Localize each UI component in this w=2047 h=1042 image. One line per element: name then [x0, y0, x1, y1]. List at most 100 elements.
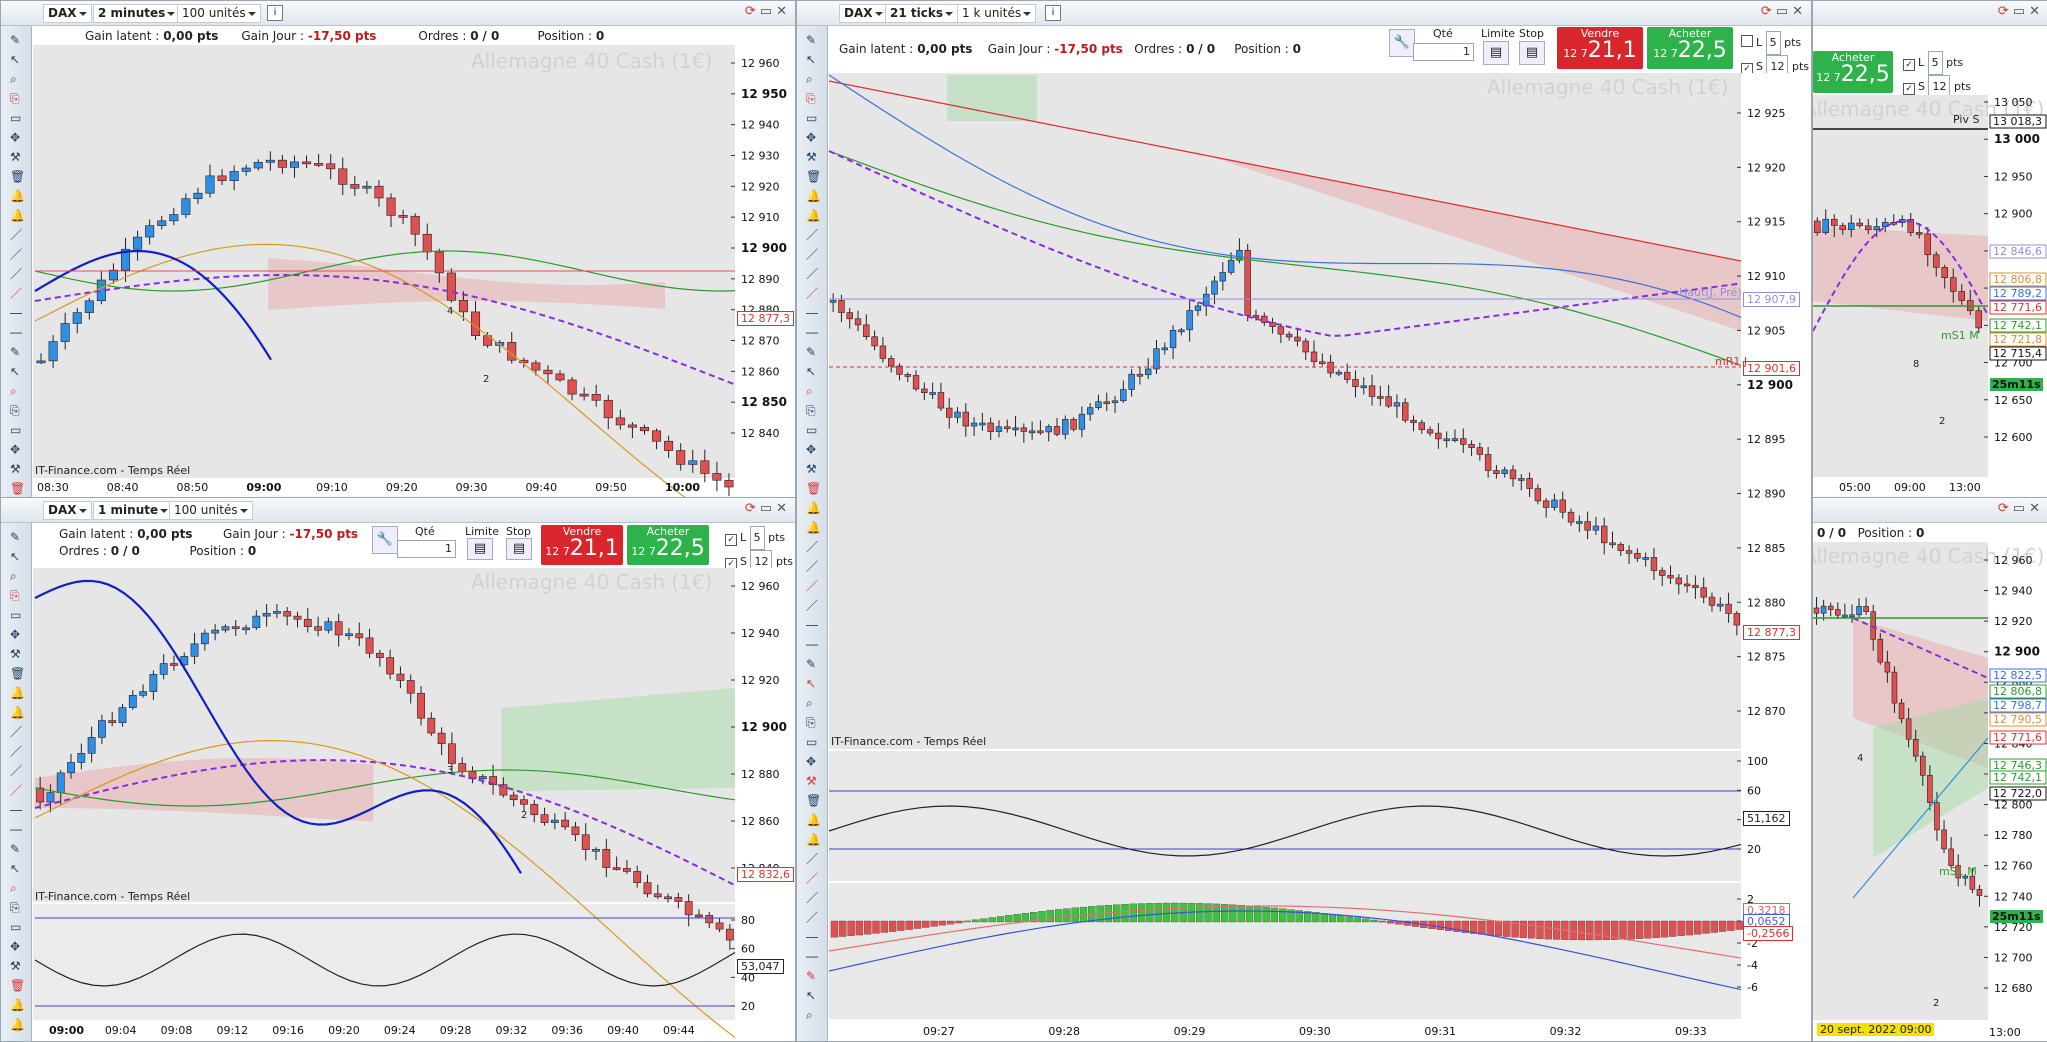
tool-icon: ／ — [806, 267, 818, 281]
tool-icon: ／ — [806, 579, 818, 593]
haut-level-label: Haut(J, Pré) — [1679, 286, 1742, 299]
price-chart-area[interactable] — [829, 73, 1741, 749]
macd-histogram-bar — [1577, 920, 1586, 941]
close-icon[interactable]: ✕ — [776, 501, 791, 516]
window-controls[interactable]: ⟳▭✕ — [745, 501, 791, 516]
units-dropdown[interactable]: 100 unités — [169, 501, 253, 520]
candle — [1813, 607, 1820, 614]
s-checkbox[interactable]: ✓ — [725, 558, 737, 570]
tool-icon: 🔔 — [806, 209, 821, 223]
macd-histogram-bar — [1635, 920, 1644, 939]
level-tag: 12 742,1 — [1993, 319, 2042, 332]
l-checkbox[interactable]: ✓ — [725, 534, 737, 546]
window-controls[interactable]: ⟳▭✕ — [1998, 4, 2044, 19]
refresh-icon[interactable]: ⟳ — [1997, 501, 2013, 516]
oscillator-area[interactable] — [33, 904, 735, 1020]
minimize-icon[interactable]: ▭ — [759, 501, 777, 516]
candle — [1551, 499, 1558, 508]
stop-order-icon[interactable]: ▤ — [1519, 41, 1545, 65]
symbol-dropdown[interactable]: DAX — [839, 4, 888, 23]
price-axis[interactable] — [735, 568, 793, 902]
gain-jour-label: Gain Jour : — [222, 527, 286, 541]
minimize-icon[interactable]: ▭ — [759, 4, 777, 19]
minimize-icon[interactable]: ▭ — [2012, 4, 2030, 19]
tool-icon: 🗑 — [10, 667, 25, 681]
level-tag-box — [1989, 300, 2047, 315]
close-icon[interactable]: ✕ — [2029, 501, 2044, 516]
symbol-dropdown[interactable]: DAX — [43, 4, 92, 23]
sell-button[interactable]: Vendre 12 721,1 — [541, 525, 623, 565]
macd-histogram-bar — [1113, 904, 1121, 923]
price-axis[interactable] — [735, 45, 793, 478]
tool-icon: ― — [806, 306, 818, 320]
tool-icon: ✥ — [10, 131, 20, 145]
macd-histogram-bar — [1245, 905, 1254, 923]
buy-label: Acheter — [1668, 27, 1712, 40]
l-checkbox[interactable]: ✓ — [1903, 59, 1915, 71]
period-dropdown[interactable]: 1 minute — [93, 501, 174, 520]
macd-histogram-bar — [1337, 915, 1345, 923]
close-icon[interactable]: ✕ — [1792, 4, 1807, 19]
time-axis-label: 09:36 — [551, 1024, 583, 1037]
price-axis-label: 12 960 — [741, 580, 780, 593]
minimize-icon[interactable]: ▭ — [1775, 4, 1793, 19]
wrench-icon[interactable]: 🔧 — [372, 526, 398, 554]
candle — [1526, 478, 1533, 489]
limit-order-icon[interactable]: ▤ — [467, 538, 493, 560]
units-dropdown[interactable]: 100 unités — [177, 4, 261, 23]
units-dropdown[interactable]: 1 k unités — [957, 4, 1037, 23]
macd-histogram-bar — [1154, 902, 1162, 923]
position-value: 0 — [1292, 42, 1302, 56]
refresh-icon[interactable]: ⟳ — [1997, 4, 2013, 19]
buy-button[interactable]: Acheter 12 722,5 — [1647, 27, 1733, 69]
macd-histogram-bar — [1196, 903, 1204, 923]
candle — [1934, 802, 1940, 831]
macd-histogram-bar — [1494, 920, 1503, 937]
osc-axis-label: 60 — [741, 943, 755, 956]
candle — [193, 192, 203, 199]
candle — [1335, 371, 1343, 375]
window-controls[interactable]: ⟳▭✕ — [1761, 4, 1807, 19]
candle — [200, 632, 209, 645]
quantity-input[interactable]: 1 — [397, 540, 456, 558]
candle — [829, 300, 837, 303]
candle — [1128, 373, 1135, 390]
candle — [623, 868, 631, 872]
candle — [995, 426, 1003, 432]
minimize-icon[interactable]: ▭ — [2012, 501, 2030, 516]
tool-icon: ↖ — [10, 365, 20, 379]
s-checkbox[interactable]: ✓ — [1903, 83, 1915, 95]
candle — [633, 871, 642, 883]
period-dropdown[interactable]: 2 minutes — [93, 4, 181, 23]
signal-line — [828, 905, 1742, 959]
macd-histogram-bar — [938, 920, 947, 926]
stochastic-area[interactable] — [829, 751, 1741, 881]
last-price-tag: 12 832,6 — [737, 867, 794, 882]
close-icon[interactable]: ✕ — [776, 4, 791, 19]
period-dropdown[interactable]: 21 ticks — [885, 4, 958, 23]
buy-button[interactable]: Acheter 12 722,5 — [627, 525, 709, 565]
info-icon[interactable]: i — [1045, 5, 1061, 21]
stop-order-icon[interactable]: ▤ — [506, 538, 532, 560]
l-checkbox[interactable] — [1741, 35, 1753, 47]
sell-button[interactable]: Vendre 12 721,1 — [1557, 27, 1643, 69]
macd-histogram-bar — [1038, 911, 1046, 923]
tool-icon: 🔔 — [806, 189, 821, 203]
price-axis-label: 13 050 — [1994, 96, 2033, 109]
s-value-input[interactable]: 12 — [1928, 75, 1951, 99]
candle — [724, 479, 734, 488]
limit-order-icon[interactable]: ▤ — [1483, 41, 1509, 65]
price-chart-area[interactable] — [33, 45, 735, 478]
window-controls[interactable]: ⟳▭✕ — [745, 4, 791, 19]
quantity-input[interactable]: 1 — [1413, 43, 1474, 61]
refresh-icon[interactable]: ⟳ — [744, 501, 760, 516]
refresh-icon[interactable]: ⟳ — [744, 4, 760, 19]
window-controls[interactable]: ⟳▭✕ — [1998, 501, 2044, 516]
info-icon[interactable]: i — [267, 5, 283, 21]
close-icon[interactable]: ✕ — [2029, 4, 2044, 19]
level-tag: 12 798,7 — [1993, 699, 2042, 712]
refresh-icon[interactable]: ⟳ — [1760, 4, 1776, 19]
level-tag: 12 846,6 — [1993, 245, 2042, 258]
symbol-dropdown[interactable]: DAX — [43, 501, 92, 520]
buy-button[interactable]: Acheter 12 722,5 — [1813, 51, 1893, 93]
